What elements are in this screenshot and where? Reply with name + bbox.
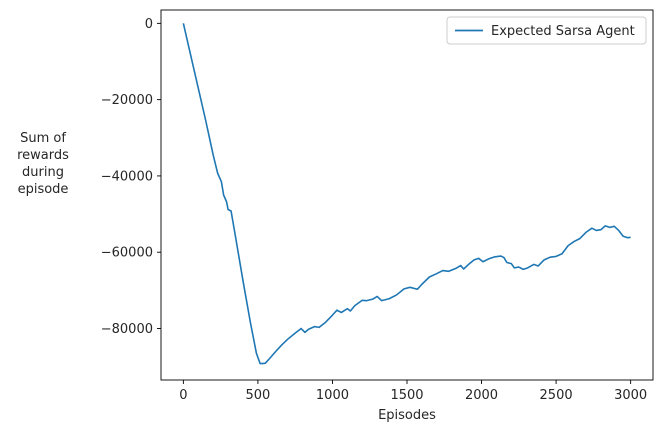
plot-frame (160, 9, 654, 381)
x-tick-label: 0 (179, 388, 187, 403)
y-tick-label: 0 (145, 17, 153, 32)
plot-data (182, 23, 631, 365)
y-axis-label-line: rewards (17, 148, 69, 163)
legend-entry-label: Expected Sarsa Agent (491, 24, 635, 39)
x-tick-label: 3000 (614, 388, 647, 403)
y-axis-label: Sum of rewards during episode (17, 131, 69, 197)
x-axis-label: Episodes (378, 408, 436, 423)
y-tick-label: −20000 (101, 93, 153, 108)
y-axis-ticks: 0 −20000 −40000 −60000 −80000 (101, 17, 161, 337)
y-axis-label-line: Sum of (20, 131, 66, 146)
x-tick-label: 1500 (390, 388, 423, 403)
x-tick-label: 2500 (540, 388, 573, 403)
legend-box (446, 16, 647, 45)
x-tick-label: 2000 (465, 388, 498, 403)
legend: Expected Sarsa Agent (446, 16, 647, 45)
y-axis-label-line: during (22, 165, 64, 180)
x-tick-label: 500 (245, 388, 270, 403)
y-tick-label: −60000 (101, 246, 153, 261)
y-tick-label: −40000 (101, 169, 153, 184)
y-tick-label: −80000 (101, 322, 153, 337)
x-tick-label: 1000 (316, 388, 349, 403)
x-axis-ticks: 0 500 1000 1500 2000 2500 3000 (179, 380, 647, 403)
series-line-0 (182, 23, 631, 365)
y-axis-label-line: episode (18, 182, 69, 197)
